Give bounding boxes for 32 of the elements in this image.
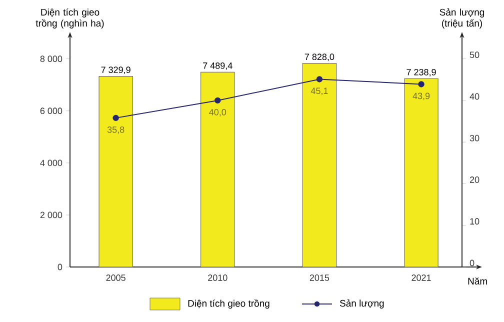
x-tick-label: 2010 [208,274,228,281]
data-label: 7 489,4 [203,62,232,70]
x-tick-label: 2021 [412,274,431,281]
bar [98,76,133,268]
legend-label: Diện tích gieo trồng [188,299,270,309]
x-tick-label: 2015 [310,274,330,281]
x-axis-title: Năm [468,277,487,285]
y-tick-label: 4 000 [40,160,62,166]
y-tick-label: 6 000 [40,108,62,114]
y2-tick-label: 50 [470,52,480,58]
data-label: 40,0 [209,108,226,116]
y-tick-label: 0 [58,264,62,270]
data-label: 45,1 [310,88,328,96]
y2-tick-label: 10 [470,218,480,225]
y-axis-title: Diện tích gieo trồng (nghìn ha) [36,8,104,28]
y2-tick-label: 0 [470,260,474,266]
data-label: 7 828,0 [304,54,334,62]
bar [302,63,337,268]
data-label: 43,9 [412,92,430,100]
y2-tick-label: 30 [470,134,480,142]
y2-tick-label: 40 [470,93,480,100]
bar [404,78,438,268]
x-tick-label: 2005 [106,274,126,281]
data-label: 35,8 [107,126,124,134]
data-label: 7 238,9 [406,68,436,76]
legend-label: Sản lượng [340,299,384,309]
y2-axis-title: Sản lượng (triệu tấn) [440,8,484,28]
y2-tick-label: 20 [470,176,480,183]
data-label: 7 329,9 [101,66,130,74]
bar [200,72,235,268]
y-tick-label: 2 000 [40,212,62,218]
y-tick-label: 8 000 [40,56,62,62]
